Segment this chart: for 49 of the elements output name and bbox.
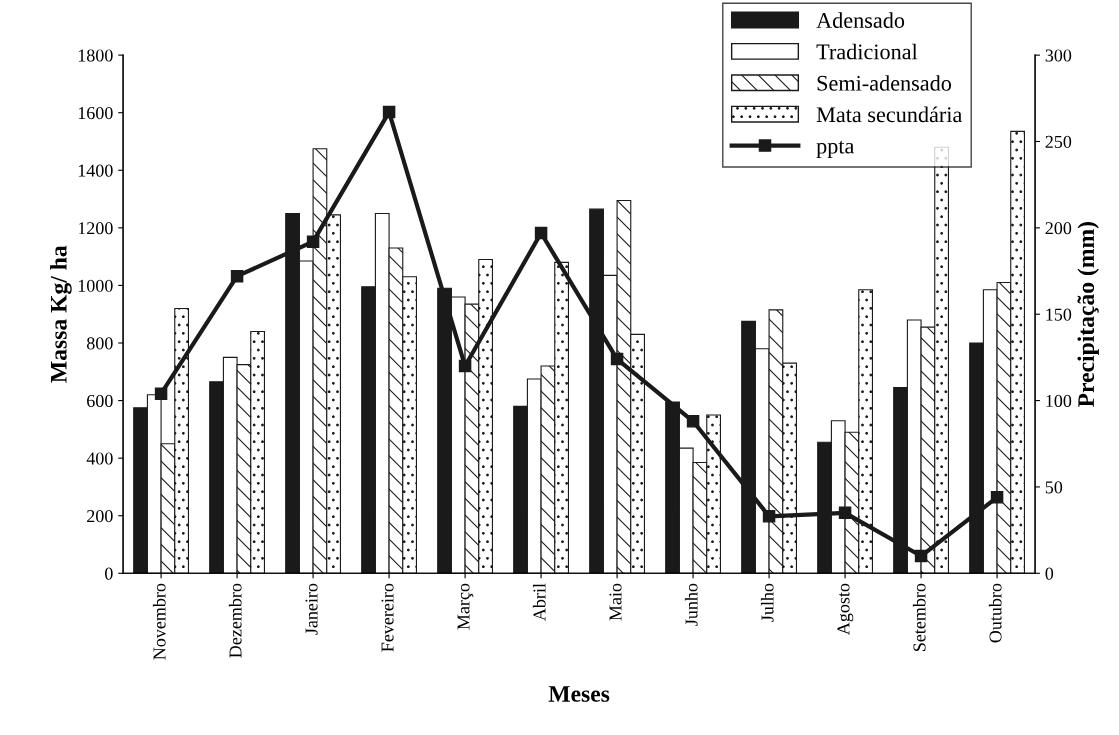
y-tick-label: 400 [86, 452, 113, 465]
point [534, 226, 548, 240]
x-axis-title: Meses [548, 686, 610, 702]
point [610, 352, 624, 366]
y-tick-label: 1800 [78, 49, 113, 62]
y-tick-label: 800 [86, 337, 113, 350]
y-tick-label: 1400 [78, 164, 113, 177]
point [762, 510, 776, 523]
y2-tick-label: 50 [1045, 481, 1063, 494]
point [382, 105, 396, 119]
y-tick-label: 200 [87, 509, 113, 523]
x-tick-label: Julho [760, 583, 774, 622]
legend-label: ppta [816, 140, 855, 159]
point [306, 235, 320, 248]
point [458, 359, 472, 373]
x-tick-label: Maio [609, 583, 622, 621]
point [990, 491, 1004, 504]
legend-label: Adensado [816, 12, 905, 28]
x-tick-label: Junho [684, 583, 698, 626]
legend-label: Tradicional [816, 43, 918, 60]
y2-tick-label: 200 [1045, 222, 1072, 235]
point [838, 506, 852, 520]
y2-tick-label: 300 [1045, 49, 1072, 62]
y-tick-label: 1600 [78, 106, 113, 120]
x-tick-label: Agosto [837, 583, 854, 636]
y2-tick-label: 100 [1046, 394, 1072, 408]
point [914, 549, 928, 563]
y2-tick-label: 0 [1045, 567, 1054, 580]
y-tick-label: 1000 [78, 279, 113, 292]
y2-tick-label: 250 [1045, 135, 1072, 148]
y2-axis-title: Precipitação (mm) [1077, 222, 1099, 408]
x-tick-label: Dezembro [228, 583, 242, 658]
x-tick-label: Setembro [912, 583, 926, 652]
y-tick-label: 0 [105, 567, 113, 580]
x-tick-label: Outubro [988, 583, 1002, 643]
legend-label: Semi-adensado [817, 75, 952, 91]
legend-label: Mata secundária [816, 106, 963, 123]
y2-tick-label: 150 [1046, 308, 1072, 321]
y-tick-label: 1200 [78, 222, 113, 235]
y-tick-label: 600 [87, 394, 113, 408]
x-tick-label: Abril [532, 583, 546, 621]
x-tick-label: Fevereiro [381, 583, 394, 652]
x-tick-label: Novembro [152, 583, 166, 660]
x-tick-label: Março [457, 583, 474, 630]
point [230, 269, 244, 283]
y-axis-title: Massa Kg/ ha [50, 245, 72, 383]
point [154, 387, 168, 400]
x-tick-label: Janeiro [305, 583, 318, 635]
point [686, 415, 700, 428]
